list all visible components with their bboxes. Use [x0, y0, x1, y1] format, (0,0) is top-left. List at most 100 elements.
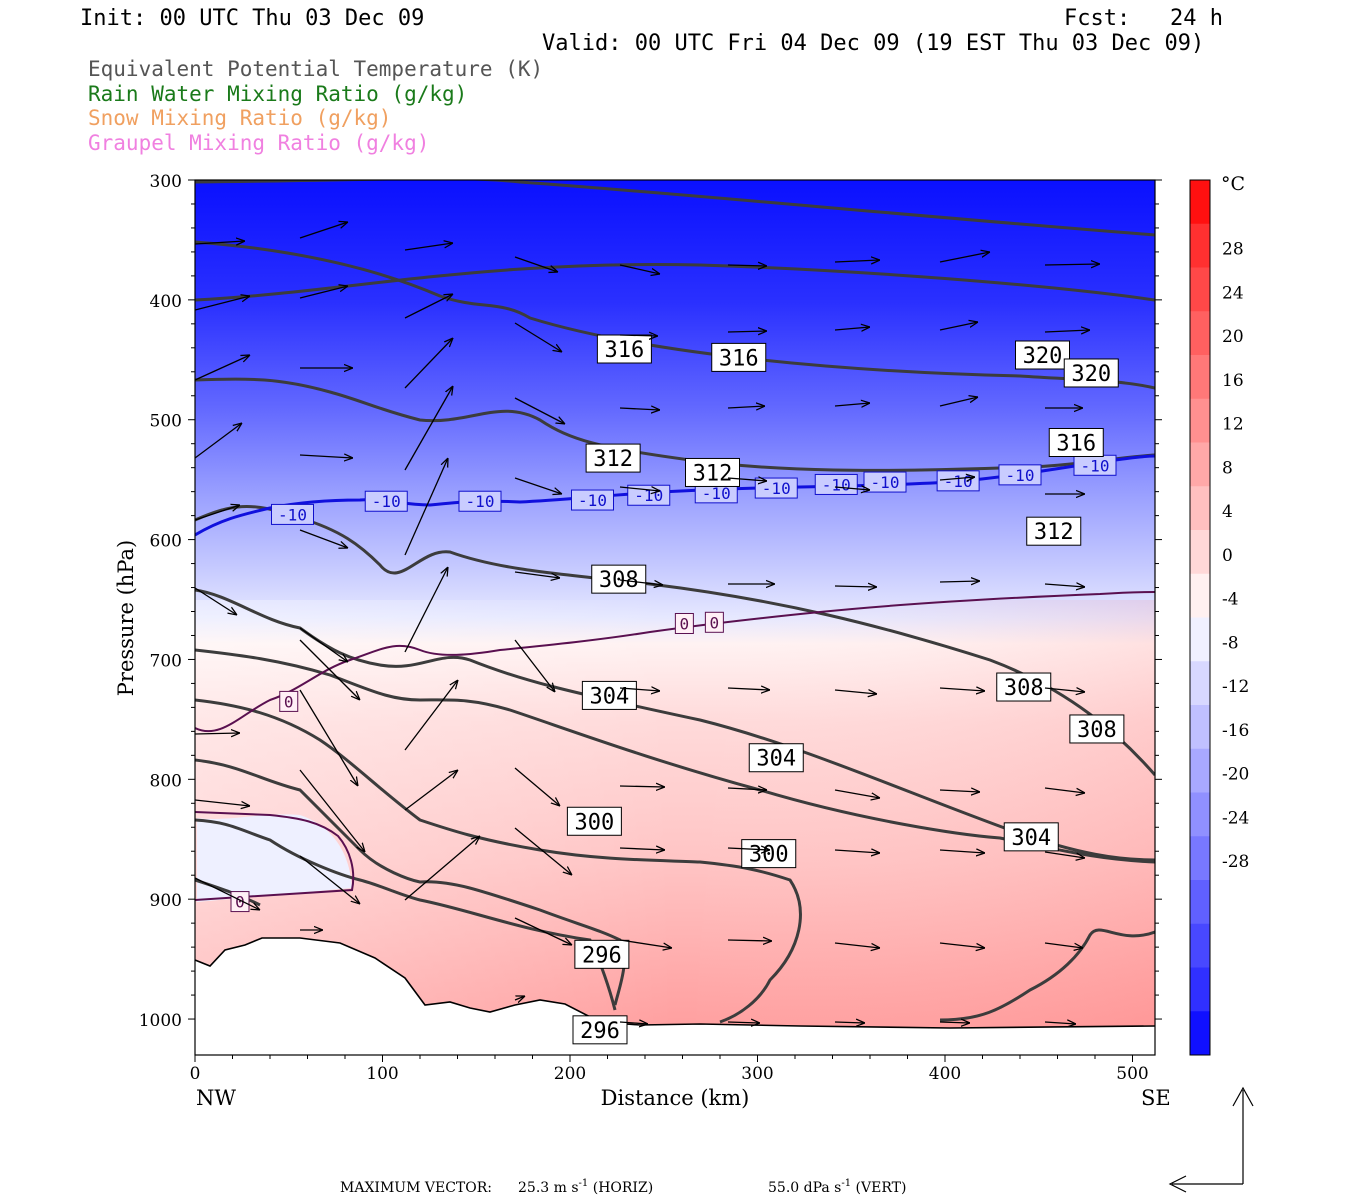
- wind-vector: [299, 222, 348, 239]
- x-tick-label: 100: [366, 1064, 398, 1084]
- theta-e-label-box: [711, 342, 767, 372]
- y-tick-label: 900: [150, 891, 182, 911]
- wind-vector: [727, 331, 767, 332]
- colorbar-swatch: [1190, 486, 1210, 531]
- terrain-line: [195, 937, 1155, 1029]
- wind-vector: [619, 335, 658, 336]
- x-tick-label: 500: [1116, 1064, 1148, 1084]
- colorbar-label: -8: [1222, 633, 1239, 653]
- wind-vector: [939, 477, 975, 480]
- isotherm-zero: [195, 591, 1155, 733]
- wind-vector: [514, 996, 525, 1000]
- wind-vector: [404, 567, 448, 653]
- theta-e-label: 300: [749, 843, 789, 868]
- colorbar-label: 28: [1222, 240, 1244, 260]
- theta-e-label: 308: [1004, 676, 1044, 701]
- wind-vector: [939, 688, 985, 691]
- wind-vector: [195, 877, 260, 910]
- colorbar-label: -16: [1222, 721, 1249, 741]
- theta-e-contour: [195, 878, 261, 907]
- wind-vector: [939, 850, 985, 853]
- wind-vector: [619, 688, 660, 691]
- wind-vector: [299, 455, 353, 458]
- x-tick-label: 0: [190, 1064, 201, 1084]
- y-tick-label: 700: [150, 651, 182, 671]
- colorbar-swatch: [1190, 355, 1210, 400]
- legend-rain-water: Rain Water Mixing Ratio (g/kg): [88, 82, 468, 106]
- wind-vector: [619, 579, 663, 585]
- wind-vector: [834, 327, 870, 330]
- forecast-hour: Fcst: 24 h: [1064, 6, 1223, 31]
- wind-vector: [727, 688, 770, 690]
- colorbar-swatch: [1190, 1011, 1210, 1056]
- y-tick-label: 300: [150, 172, 182, 192]
- isotherm-label-box: [674, 612, 694, 634]
- theta-e-contour: [195, 758, 626, 1006]
- theta-e-label: 304: [1011, 826, 1051, 851]
- init-time: Init: 00 UTC Thu 03 Dec 09: [80, 6, 425, 31]
- isotherm-zero: [195, 811, 355, 901]
- isotherm-label: 0: [680, 614, 690, 633]
- x-left-end-label: NW: [196, 1086, 236, 1110]
- wind-vector: [1044, 330, 1090, 332]
- y-tick-label: 500: [150, 412, 182, 432]
- valid-time: Valid: 00 UTC Fri 04 Dec 09 (19 EST Thu …: [542, 31, 1205, 56]
- isotherm-label: -10: [578, 491, 607, 510]
- x-tick-label: 400: [929, 1064, 961, 1084]
- wind-vector: [619, 786, 665, 787]
- legend-graupel: Graupel Mixing Ratio (g/kg): [88, 131, 430, 155]
- colorbar-swatch: [1190, 880, 1210, 925]
- wind-vector: [514, 639, 555, 692]
- wind-vector: [514, 767, 560, 806]
- wind-vector: [404, 770, 458, 811]
- wind-vector: [619, 408, 660, 410]
- wind-vector: [834, 586, 877, 587]
- colorbar-swatch: [1190, 836, 1210, 881]
- wind-vector: [619, 487, 660, 491]
- colorbar-label: 8: [1222, 458, 1233, 478]
- colorbar-label: 24: [1222, 283, 1244, 303]
- theta-e-contour: [939, 928, 1155, 1022]
- isotherm-label: 0: [235, 893, 245, 912]
- theta-e-label: 296: [580, 1019, 620, 1044]
- wind-vector: [195, 296, 250, 311]
- wind-vector: [195, 423, 242, 459]
- colorbar-swatch: [1190, 398, 1210, 443]
- wind-vector: [727, 940, 772, 941]
- isotherm-label: -10: [372, 492, 401, 511]
- theta-e-label-box: [585, 443, 641, 473]
- isotherm-label-box: [863, 471, 907, 493]
- wind-vector: [727, 848, 770, 850]
- theta-e-label-box: [1048, 428, 1104, 457]
- isotherm-label-box: [571, 489, 614, 511]
- wind-vector: [834, 1022, 865, 1023]
- wind-vector: [299, 689, 358, 786]
- isotherm-label-box: [704, 611, 724, 633]
- wind-vector: [834, 260, 880, 262]
- colorbar-swatch: [1190, 180, 1210, 225]
- theta-e-label: 312: [693, 461, 733, 486]
- theta-e-label: 316: [719, 346, 759, 371]
- wind-vector: [939, 397, 978, 407]
- wind-vectors: [195, 222, 1100, 1024]
- wind-vector: [1044, 264, 1100, 265]
- theta-e-label-box: [1015, 340, 1070, 370]
- wind-vector: [404, 294, 453, 319]
- isotherm-label-box: [279, 690, 299, 712]
- theta-e-label: 316: [605, 338, 645, 363]
- wind-vector: [834, 942, 880, 948]
- temperature-colorbar: 28 24 20 16 12 8 4 0 -4 -8 -12 -16 -20 -24 -28: [1189, 179, 1249, 1056]
- theta-e-contour: [195, 180, 1155, 237]
- wind-vector: [404, 458, 448, 556]
- theta-e-label-box: [566, 806, 622, 836]
- terrain-mask: [195, 938, 1155, 1055]
- plot-frame: [194, 179, 1156, 1056]
- theta-e-label-box: [748, 743, 804, 773]
- isotherm-label: -10: [762, 479, 791, 498]
- wind-vector: [514, 917, 572, 945]
- theta-e-label: 320: [1023, 344, 1063, 369]
- wind-vector: [939, 252, 990, 263]
- wind-vector: [727, 788, 767, 790]
- theta-e-contour: [195, 648, 1155, 864]
- colorbar-swatch: [1190, 748, 1210, 793]
